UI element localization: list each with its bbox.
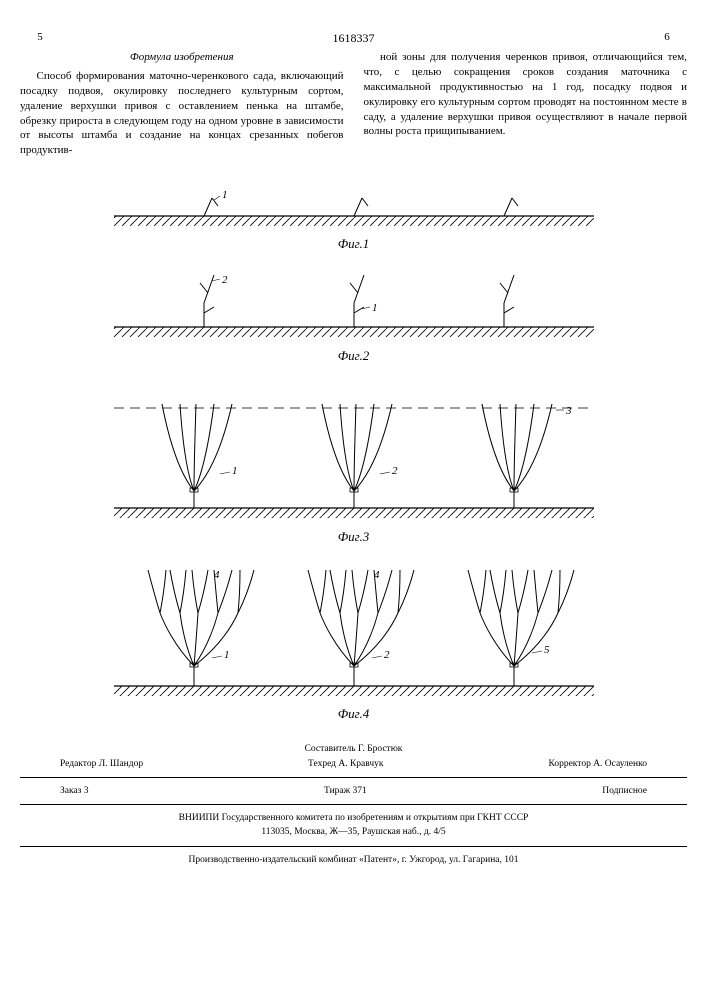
tirazh: Тираж 371 — [324, 784, 367, 798]
editor: Редактор Л. Шандор — [60, 757, 143, 771]
column-1: Формула изобретения Способ формирования … — [20, 50, 344, 158]
footer: Составитель Г. Бростюк Редактор Л. Шандо… — [20, 742, 687, 867]
figure-3: 1 2 3 — [114, 396, 594, 526]
svg-text:1: 1 — [222, 189, 228, 201]
figure-1: 1 — [114, 178, 594, 233]
page-num-right: 6 — [647, 30, 687, 46]
compiler: Составитель Г. Бростюк — [20, 742, 687, 756]
order: Заказ 3 — [60, 784, 89, 798]
figure-4: 4 4 1 2 5 — [114, 558, 594, 703]
fig4-label: Фиг.4 — [20, 705, 687, 723]
claim-body-2: ной зоны для получения черенков привоя, … — [364, 50, 688, 139]
claim-text: Формула изобретения Способ формирования … — [20, 50, 687, 158]
patent-number: 1618337 — [60, 30, 647, 46]
claim-title: Формула изобретения — [20, 50, 344, 65]
fig3-label: Фиг.3 — [20, 528, 687, 546]
footer-line2: 113035, Москва, Ж—35, Раушская наб., д. … — [20, 825, 687, 839]
svg-text:1: 1 — [224, 649, 230, 661]
footer-line3: Производственно-издательский комбинат «П… — [20, 853, 687, 867]
corrector: Корректор А. Осауленко — [548, 757, 647, 771]
svg-text:2: 2 — [392, 465, 398, 477]
svg-text:1: 1 — [372, 302, 378, 314]
fig1-label: Фиг.1 — [20, 235, 687, 253]
page-num-left: 5 — [20, 30, 60, 46]
svg-text:3: 3 — [565, 405, 572, 417]
svg-text:2: 2 — [222, 274, 228, 286]
fig2-label: Фиг.2 — [20, 347, 687, 365]
svg-text:1: 1 — [232, 465, 238, 477]
svg-text:5: 5 — [544, 644, 550, 656]
svg-text:4: 4 — [374, 569, 380, 581]
claim-body-1: Способ формирования маточно-черенкового … — [20, 69, 344, 158]
footer-line1: ВНИИПИ Государственного комитета по изоб… — [20, 811, 687, 825]
figure-2: 2 1 — [114, 265, 594, 345]
svg-text:2: 2 — [384, 649, 390, 661]
column-2: ной зоны для получения черенков привоя, … — [364, 50, 688, 158]
techred: Техред А. Кравчук — [308, 757, 384, 771]
figures-block: 1 Фиг.1 2 1 Фиг.2 — [20, 178, 687, 722]
page-header: 5 1618337 6 — [20, 30, 687, 46]
svg-text:4: 4 — [214, 569, 220, 581]
podpisnoe: Подписное — [602, 784, 647, 798]
